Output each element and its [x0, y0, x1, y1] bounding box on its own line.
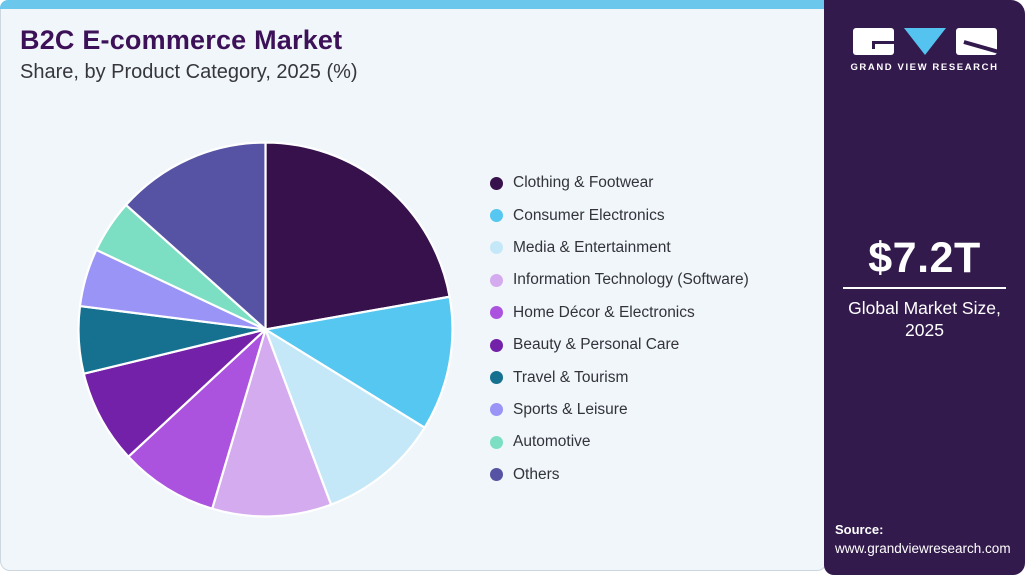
legend-bullet-icon [490, 371, 503, 385]
legend-item: Clothing & Footwear [490, 167, 820, 199]
legend-label: Travel & Tourism [513, 368, 629, 386]
legend-label: Clothing & Footwear [513, 174, 654, 192]
stat-label-line2: 2025 [905, 320, 944, 341]
pie-chart [77, 141, 454, 518]
source-url: www.grandviewresearch.com [835, 541, 1011, 557]
pie-slice [82, 328, 267, 458]
legend-label: Beauty & Personal Care [513, 336, 680, 354]
legend-item: Home Décor & Electronics [490, 297, 820, 329]
logo-letter-g-icon [852, 28, 894, 55]
stat-label-line1: Global Market Size, [848, 297, 1001, 318]
legend-item: Sports & Leisure [490, 394, 820, 426]
legend-bullet-icon [490, 209, 503, 223]
logo-triangle-v-icon [903, 28, 946, 55]
logo-letter-r-icon [955, 28, 997, 55]
stat-label: Global Market Size, 2025 [824, 297, 1025, 343]
stat-divider [843, 287, 1006, 289]
legend-item: Automotive [490, 426, 820, 458]
legend-item: Information Technology (Software) [490, 264, 820, 296]
legend-bullet-icon [490, 306, 503, 320]
legend-bullet-icon [490, 241, 503, 255]
source-label: Source: [835, 521, 884, 537]
legend-bullet-icon [490, 435, 503, 449]
chart-card: B2C E-commerce Market Share, by Product … [0, 0, 827, 571]
legend-label: Home Décor & Electronics [513, 303, 695, 321]
sidebar: GRAND VIEW RESEARCH $7.2T Global Market … [824, 0, 1025, 575]
legend-item: Beauty & Personal Care [490, 329, 820, 361]
source-block: Source: www.grandviewresearch.com [835, 521, 1011, 559]
stat-value: $7.2T [868, 234, 981, 282]
legend-item: Travel & Tourism [490, 361, 820, 393]
chart-subtitle: Share, by Product Category, 2025 (%) [20, 61, 358, 83]
market-size-stat: $7.2T Global Market Size, 2025 [824, 237, 1025, 342]
legend-bullet-icon [490, 176, 503, 190]
legend-label: Others [513, 465, 560, 483]
legend-item: Consumer Electronics [490, 199, 820, 231]
legend-label: Automotive [513, 433, 591, 451]
legend-label: Media & Entertainment [513, 238, 671, 256]
logo-wordmark: GRAND VIEW RESEARCH [850, 62, 999, 73]
pie-slice [264, 141, 451, 331]
pie-slice [264, 328, 426, 506]
legend-bullet-icon [490, 468, 503, 482]
pie-slice [211, 328, 333, 518]
legend-item: Media & Entertainment [490, 232, 820, 264]
gvr-logo [824, 28, 1025, 55]
pie-slice [124, 141, 267, 331]
top-accent-strip [0, 0, 827, 9]
pie-slice [127, 328, 267, 510]
chart-title: B2C E-commerce Market [20, 25, 343, 55]
legend-label: Information Technology (Software) [513, 271, 749, 289]
legend-label: Consumer Electronics [513, 206, 665, 224]
legend-bullet-icon [490, 403, 503, 417]
legend-bullet-icon [490, 338, 503, 352]
legend-label: Sports & Leisure [513, 400, 628, 418]
pie-slice [264, 295, 454, 429]
legend-bullet-icon [490, 273, 503, 287]
legend-item: Others [490, 459, 820, 491]
legend: Clothing & Footwear Consumer Electronics M… [490, 167, 820, 491]
